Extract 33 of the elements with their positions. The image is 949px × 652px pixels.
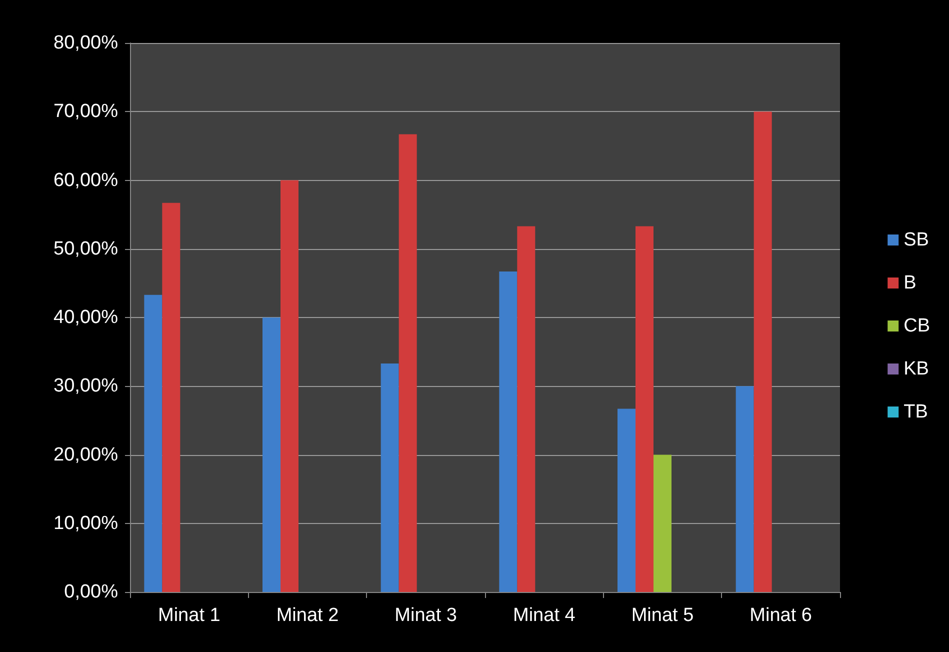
- bar: [754, 112, 772, 592]
- y-tick-label: 70,00%: [54, 101, 118, 122]
- y-tick-label: 40,00%: [54, 307, 118, 328]
- bar: [162, 202, 180, 592]
- y-tick-label: 60,00%: [54, 170, 118, 191]
- x-tick-label: Minat 2: [276, 605, 339, 626]
- x-tick-label: Minat 4: [513, 605, 576, 626]
- bar: [618, 408, 636, 592]
- bar: [380, 363, 399, 592]
- bar: [636, 226, 654, 592]
- bar: [398, 134, 417, 592]
- y-tick-label: 20,00%: [54, 444, 118, 466]
- bar: [262, 318, 280, 592]
- y-tick-label: 10,00%: [54, 512, 118, 534]
- y-tick-label: 0,00%: [64, 582, 118, 602]
- bar: [280, 180, 298, 592]
- legend-label: TB: [904, 402, 928, 422]
- y-tick-label: 30,00%: [54, 376, 118, 397]
- bar: [517, 226, 536, 592]
- x-tick-label: Minat 1: [158, 605, 220, 626]
- bar: [736, 386, 754, 592]
- bar: [654, 454, 672, 592]
- legend-label: B: [904, 272, 916, 294]
- legend-label: KB: [904, 358, 929, 380]
- legend-label: CB: [904, 316, 930, 336]
- x-tick-label: Minat 5: [631, 605, 694, 626]
- bar: [144, 294, 162, 592]
- x-tick-label: Minat 3: [394, 605, 457, 626]
- y-tick-label: 80,00%: [54, 32, 118, 54]
- bar: [499, 272, 518, 592]
- legend-label: SB: [904, 230, 929, 250]
- x-tick-label: Minat 6: [750, 605, 812, 626]
- y-tick-label: 50,00%: [54, 238, 118, 260]
